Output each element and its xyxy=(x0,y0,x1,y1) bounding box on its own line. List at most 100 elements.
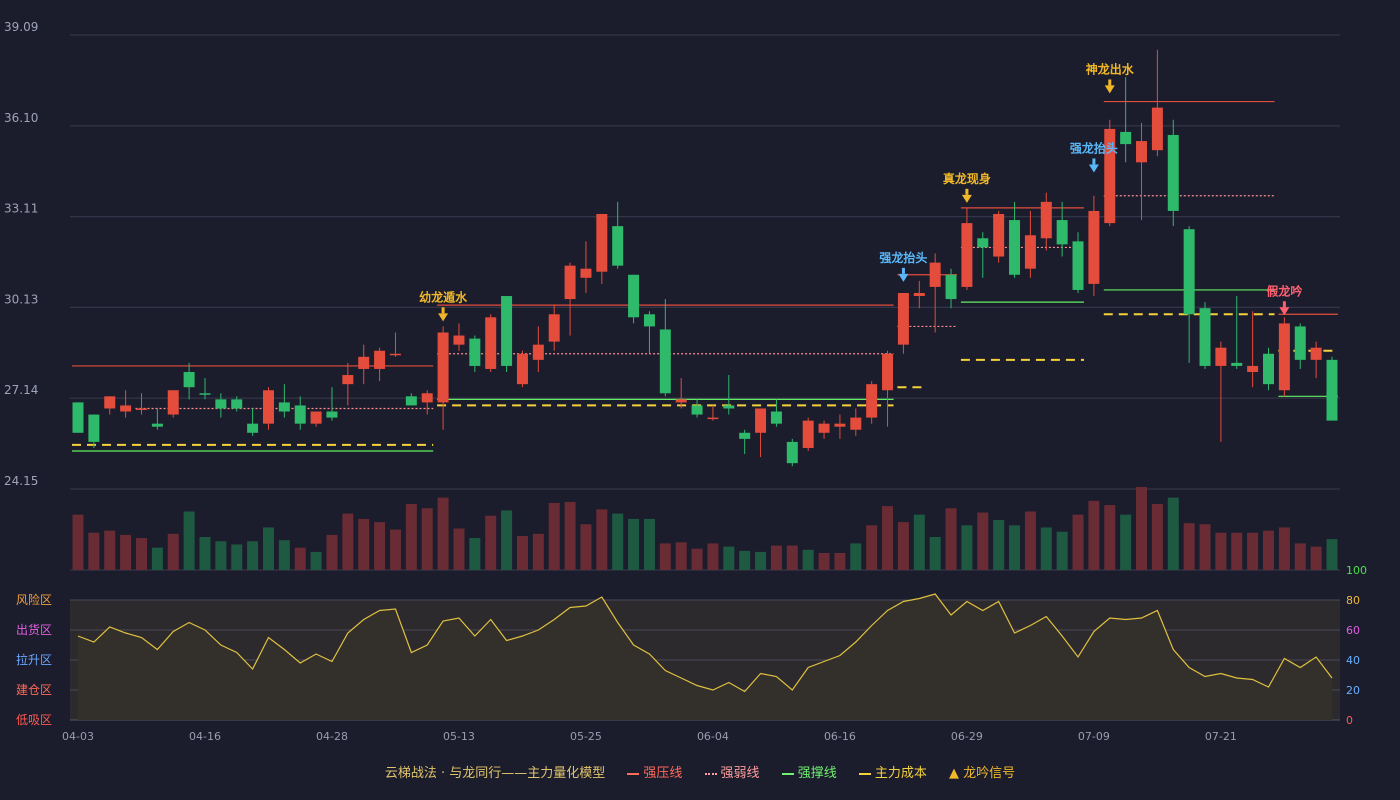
volume-bar xyxy=(374,522,386,570)
candle-body xyxy=(1056,220,1068,245)
candle-body xyxy=(1136,141,1148,163)
candle-body xyxy=(929,262,941,287)
candle-body xyxy=(88,414,100,442)
volume-bar xyxy=(437,497,449,570)
candle-body xyxy=(659,329,671,394)
candle-body xyxy=(628,274,640,318)
volume-bar xyxy=(326,534,338,570)
volume-bar xyxy=(1136,487,1148,570)
volume-bar xyxy=(993,519,1005,570)
indicator-zone-label: 风险区 xyxy=(16,592,52,607)
volume-bar xyxy=(1151,504,1163,570)
date-tick-label: 07-21 xyxy=(1205,730,1237,743)
date-tick-label: 06-29 xyxy=(951,730,983,743)
candle-body xyxy=(913,292,925,297)
indicator-zone-label: 出货区 xyxy=(16,622,52,637)
candle-body xyxy=(1151,107,1163,151)
candle-body xyxy=(643,314,655,327)
date-tick-label: 04-28 xyxy=(316,730,348,743)
indicator-tick-label: 80 xyxy=(1346,594,1360,607)
candle-body xyxy=(183,372,195,388)
candle-body xyxy=(358,356,370,369)
signal-arrow-icon xyxy=(438,313,449,322)
candle-body xyxy=(1040,201,1052,239)
volume-bar xyxy=(310,551,322,570)
candle-body xyxy=(405,396,417,406)
candle-body xyxy=(755,408,767,433)
candle-body xyxy=(389,353,401,356)
volume-bar xyxy=(596,509,608,570)
volume-bar xyxy=(1263,530,1275,570)
candle-body xyxy=(1199,308,1211,366)
volume-bar xyxy=(247,541,259,570)
volume-bar xyxy=(358,518,370,570)
volume-bar xyxy=(707,543,719,570)
legend-weak-label: 强弱线 xyxy=(720,766,760,781)
candle-body xyxy=(961,223,973,287)
indicator-zone-label: 建仓区 xyxy=(16,683,52,697)
legend-title: 云梯战法 · 与龙同行——主力量化模型 xyxy=(384,766,606,781)
candle-body xyxy=(469,338,481,366)
candle-body xyxy=(1104,128,1116,224)
candle-body xyxy=(739,432,751,439)
volume-bar xyxy=(104,530,116,570)
volume-bar xyxy=(294,547,306,570)
volume-bar xyxy=(675,542,687,570)
indicator-zone-label: 拉升区 xyxy=(16,652,52,667)
indicator-tick-label: 100 xyxy=(1346,564,1367,577)
volume-bar xyxy=(1326,539,1338,570)
volume-bar xyxy=(231,544,243,570)
candle-body xyxy=(1278,323,1290,391)
candle-body xyxy=(1072,241,1084,290)
candle-body xyxy=(1310,347,1322,360)
legend-support-label: 强撑线 xyxy=(797,766,837,781)
candle-body xyxy=(247,423,259,433)
legend-pressure-line: 强压线 xyxy=(627,762,682,781)
indicator-area xyxy=(78,594,1332,720)
candle-body xyxy=(802,420,814,448)
volume-bar xyxy=(564,501,576,570)
candle-body xyxy=(548,314,560,342)
volume-bar xyxy=(628,518,640,570)
date-tick-label: 04-03 xyxy=(62,730,94,743)
volume-bar xyxy=(199,537,211,570)
volume-bar xyxy=(929,537,941,570)
volume-bar xyxy=(1104,505,1116,570)
volume-bar xyxy=(1247,532,1259,570)
volume-bar xyxy=(485,515,497,570)
volume-bar xyxy=(548,502,560,570)
candle-body xyxy=(421,393,433,403)
date-tick-label: 07-09 xyxy=(1078,730,1110,743)
volume-bar xyxy=(342,513,354,570)
candle-body xyxy=(993,213,1005,257)
candle-body xyxy=(104,396,116,409)
volume-bar xyxy=(1278,527,1290,570)
candle-body xyxy=(167,390,179,415)
candle-body xyxy=(135,408,147,410)
date-tick-label: 06-16 xyxy=(824,730,856,743)
candle-body xyxy=(1215,347,1227,366)
volume-bar xyxy=(151,547,163,570)
date-tick-label: 05-13 xyxy=(443,730,475,743)
candle-body xyxy=(374,350,386,369)
candle-body xyxy=(278,402,290,412)
candle-body xyxy=(1247,365,1259,373)
candle-body xyxy=(866,384,878,418)
legend-pressure-label: 强压线 xyxy=(643,766,683,781)
candle-body xyxy=(485,317,497,369)
candle-body xyxy=(310,411,322,424)
signal-label: 真龙现身 xyxy=(943,171,991,186)
price-tick-label: 36.10 xyxy=(4,111,38,125)
signal-arrow-icon xyxy=(961,194,972,203)
candle-body xyxy=(1167,134,1179,211)
volume-bar xyxy=(1009,525,1021,570)
candle-body xyxy=(675,399,687,403)
volume-bar xyxy=(1120,514,1132,570)
volume-bar xyxy=(72,514,84,570)
candle-body xyxy=(1231,362,1243,366)
candle-body xyxy=(1263,353,1275,385)
candle-body xyxy=(1009,220,1021,275)
volume-bar xyxy=(1231,532,1243,570)
volume-bar xyxy=(1040,527,1052,570)
candle-body xyxy=(596,213,608,272)
